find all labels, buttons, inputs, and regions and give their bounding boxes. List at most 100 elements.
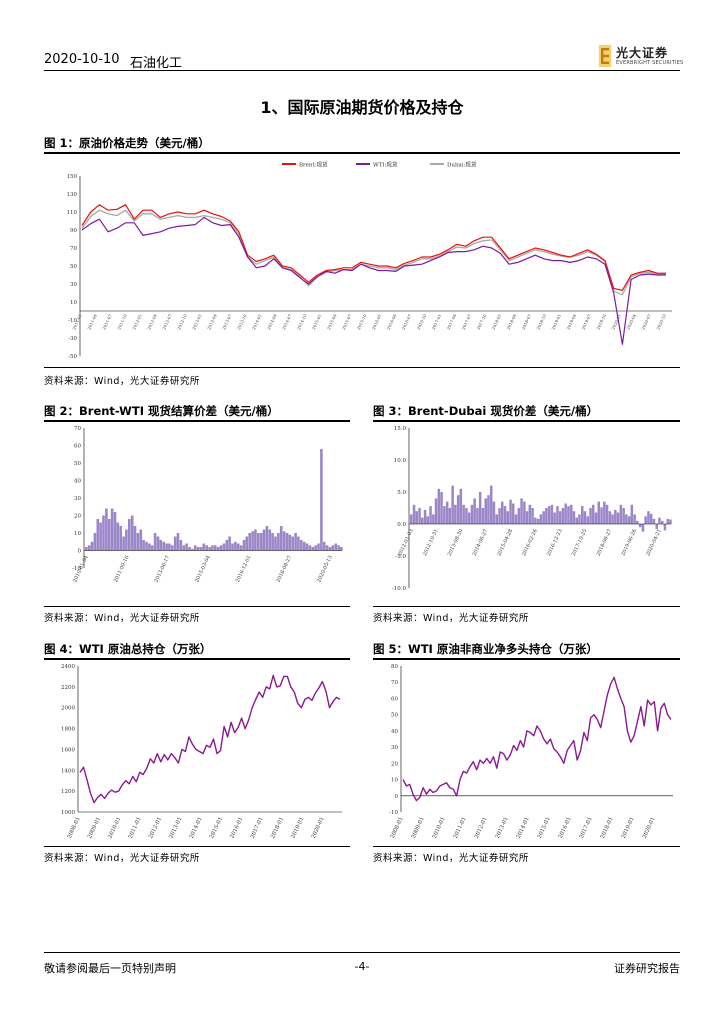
x-tick-label: 2012-07 — [161, 313, 173, 331]
x-tick-label: 2011-01 — [128, 816, 143, 839]
report-sector: 石油化工 — [130, 56, 183, 71]
bar — [96, 519, 100, 551]
bar — [191, 548, 194, 551]
y-tick-label: 70 — [70, 246, 77, 252]
y-tick-label: -10 — [68, 318, 77, 324]
bar — [302, 541, 306, 551]
bar — [282, 531, 286, 551]
y-tick-label: 20 — [74, 514, 81, 520]
bar — [592, 504, 595, 524]
x-tick-label: 2016-01 — [371, 313, 383, 330]
bar — [614, 509, 617, 524]
bar — [630, 504, 634, 524]
legend-label: Brent:现货 — [299, 161, 328, 169]
dubai-line — [81, 209, 666, 296]
y-tick-label: 2400 — [61, 664, 75, 670]
figure-1-top-rule — [44, 152, 680, 154]
figure-3-source: 资料来源：Wind，光大证券研究所 — [373, 613, 529, 624]
y-tick-label: 30 — [391, 745, 398, 751]
y-tick-label: 1200 — [61, 789, 75, 795]
x-tick-label: 2009-01 — [411, 816, 426, 839]
x-tick-label: 2013-08-30 — [447, 528, 465, 557]
bar — [658, 517, 661, 524]
bar — [583, 511, 587, 524]
report-date: 2020-10-10 — [44, 52, 120, 67]
bar — [462, 504, 465, 524]
bar — [317, 543, 320, 551]
brent-line — [81, 204, 666, 291]
y-tick-label: 1000 — [61, 810, 75, 816]
bar — [418, 508, 421, 524]
x-tick-label: 2011-07 — [101, 313, 113, 331]
y-tick-label: 30 — [74, 496, 81, 502]
x-tick-label: 2013-01 — [168, 816, 183, 839]
x-tick-label: 2009-01 — [87, 816, 102, 839]
y-tick-label: 0.0 — [397, 522, 406, 528]
bar — [279, 526, 283, 551]
bar — [294, 533, 297, 551]
bar — [534, 517, 537, 524]
bar — [130, 515, 134, 551]
bar — [248, 533, 251, 551]
bar — [340, 547, 343, 551]
bar — [291, 536, 294, 551]
net-long-line — [402, 676, 672, 802]
bar — [655, 524, 658, 530]
bar — [459, 488, 463, 524]
x-tick-label: 2015-01 — [537, 816, 552, 839]
bar — [159, 540, 163, 551]
bar — [202, 543, 206, 551]
bar — [193, 545, 197, 551]
figure-2-title: 图 2：Brent-WTI 现货结算价差（美元/桶） — [44, 404, 279, 418]
y-tick-label: 5.0 — [397, 490, 406, 496]
x-tick-label: 2017-07 — [461, 313, 473, 331]
bar — [589, 508, 592, 524]
bar — [652, 518, 656, 524]
figure-1-chart: 150 130 110 90 70 50 30 10 -10 -30 -50 Brent:现货 WTI:… — [67, 161, 672, 360]
bar — [222, 543, 226, 551]
y-tick-label: 60 — [391, 696, 398, 702]
bar — [128, 519, 131, 551]
y-tick-label: 50 — [70, 264, 77, 270]
bar — [586, 516, 589, 524]
y-tick-label: 30 — [70, 282, 77, 288]
bar — [517, 508, 521, 524]
x-tick-label: 2015-04-28 — [496, 528, 514, 557]
bar — [150, 545, 154, 551]
bar — [547, 506, 551, 524]
bar — [331, 545, 335, 551]
bar — [225, 540, 229, 551]
figure-1-bottom-rule — [44, 367, 680, 368]
x-tick-label: 2015-07 — [341, 313, 353, 331]
bar — [320, 449, 323, 551]
bar — [234, 541, 237, 551]
y-tick-label: 150 — [67, 174, 78, 180]
bar — [110, 508, 114, 551]
x-tick-label: 2015-04 — [326, 313, 338, 331]
bar — [597, 501, 600, 524]
x-tick-label: 2020-07 — [640, 313, 652, 331]
y-tick-label: 15.0 — [394, 426, 407, 432]
x-tick-label: 2011-01 — [71, 313, 83, 330]
x-tick-label: 2016-07 — [401, 313, 413, 331]
bar — [506, 511, 509, 524]
figure-1-source: 资料来源：Wind，光大证券研究所 — [44, 376, 200, 387]
figure-5-source: 资料来源：Wind，光大证券研究所 — [373, 853, 529, 864]
bar — [531, 508, 534, 524]
x-tick-label: 2020-01 — [311, 816, 326, 839]
figure-4-top-rule — [44, 658, 350, 660]
bar — [481, 508, 485, 524]
x-tick-label: 2020-05-13 — [316, 555, 334, 584]
bar — [437, 488, 441, 524]
y-tick-label: 60 — [74, 444, 81, 450]
bar — [268, 529, 272, 551]
x-tick-label: 2016-01 — [558, 816, 573, 839]
x-tick-label: 2011-10 — [116, 313, 128, 331]
figure-5-top-rule — [373, 658, 680, 660]
bar — [661, 520, 664, 524]
brand-subtitle: EVERBRIGHT SECURITIES — [616, 60, 684, 66]
x-tick-label: 2012-10-31 — [422, 528, 440, 557]
bar — [509, 499, 512, 524]
bar — [429, 506, 432, 524]
